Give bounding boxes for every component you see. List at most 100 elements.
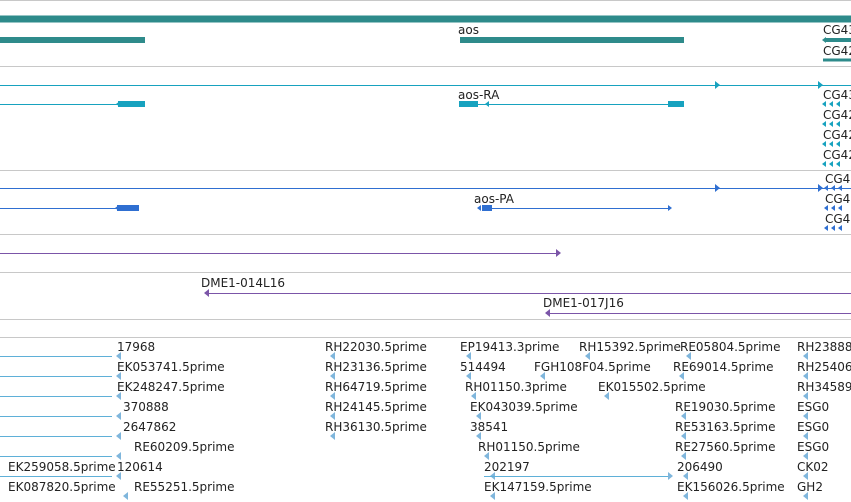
est-arrow[interactable] [476, 412, 481, 420]
est-label: RH01150.5prime [478, 440, 580, 454]
transcript-exon[interactable] [822, 121, 826, 127]
clone-arrow[interactable] [556, 249, 561, 257]
est-arrow[interactable] [466, 352, 471, 360]
est-arrow[interactable] [681, 432, 686, 440]
protein-label: CG4 [825, 192, 851, 206]
est-arrow[interactable] [803, 492, 808, 500]
clone-arrow[interactable] [545, 309, 550, 317]
est-label: EK147159.5prime [484, 480, 592, 494]
transcript-arrow[interactable] [818, 81, 823, 89]
protein-label: aos-PA [474, 192, 514, 206]
gene-span-bar[interactable] [0, 15, 851, 23]
est-arrow[interactable] [803, 392, 808, 400]
est-arrow[interactable] [681, 452, 686, 460]
protein-exon[interactable] [482, 205, 492, 211]
protein-arrow[interactable] [477, 205, 481, 211]
clone-arrow[interactable] [204, 289, 209, 297]
est-arrow[interactable] [803, 452, 808, 460]
est-arrow[interactable] [683, 492, 688, 500]
transcript-exon[interactable] [829, 121, 833, 127]
protein-exon[interactable] [831, 225, 835, 231]
est-arrow[interactable] [116, 472, 121, 480]
gene-label: CG42 [823, 44, 851, 58]
protein-arrow[interactable] [668, 205, 672, 211]
est-arrow[interactable] [116, 392, 121, 400]
gene-feature-bar[interactable] [825, 38, 851, 42]
gene-feature-bar[interactable] [823, 58, 851, 62]
est-arrow[interactable] [681, 412, 686, 420]
transcript-exon[interactable] [668, 101, 684, 107]
est-arrow[interactable] [116, 412, 121, 420]
protein-arrow[interactable] [715, 184, 720, 192]
clone-label: DME1-017J16 [543, 296, 624, 310]
protein-exon[interactable] [831, 205, 835, 211]
transcript-label: CG42 [823, 128, 851, 142]
est-arrow[interactable] [471, 392, 476, 400]
protein-exon[interactable] [838, 225, 842, 231]
est-arrow[interactable] [683, 472, 688, 480]
protein-exon[interactable] [824, 205, 828, 211]
transcript-exon[interactable] [829, 161, 833, 167]
est-arrow[interactable] [466, 372, 471, 380]
est-arrow[interactable] [679, 372, 684, 380]
est-arrow[interactable] [484, 452, 489, 460]
est-arrow[interactable] [803, 372, 808, 380]
est-arrow[interactable] [668, 472, 673, 480]
transcript-exon[interactable] [836, 101, 840, 107]
protein-exon[interactable] [838, 205, 842, 211]
est-arrow[interactable] [803, 412, 808, 420]
transcript-arrow[interactable] [116, 101, 120, 107]
est-arrow[interactable] [585, 352, 590, 360]
transcript-exon[interactable] [836, 161, 840, 167]
transcript-exon[interactable] [836, 141, 840, 147]
est-arrow[interactable] [686, 352, 691, 360]
protein-exon[interactable] [838, 185, 842, 191]
transcript-exon[interactable] [829, 141, 833, 147]
transcript-arrow[interactable] [715, 81, 720, 89]
protein-arrow[interactable] [818, 184, 823, 192]
transcript-exon[interactable] [118, 101, 145, 107]
est-arrow[interactable] [803, 472, 808, 480]
est-arrow[interactable] [803, 352, 808, 360]
gene-feature-bar[interactable] [0, 37, 145, 43]
est-arrow[interactable] [116, 372, 121, 380]
gene-feature-bar[interactable] [460, 37, 684, 43]
est-label: 2647862 [123, 420, 177, 434]
protein-exon[interactable] [117, 205, 139, 211]
est-label: ESG0 [797, 420, 830, 434]
protein-label: CG4 [825, 172, 851, 186]
est-arrow[interactable] [604, 392, 609, 400]
est-label: EK015502.5prime [598, 380, 706, 394]
transcript-exon[interactable] [822, 141, 826, 147]
protein-exon[interactable] [824, 225, 828, 231]
transcript-exon[interactable] [822, 161, 826, 167]
est-arrow[interactable] [490, 492, 495, 500]
est-label: 202197 [484, 460, 530, 474]
est-arrow[interactable] [116, 352, 121, 360]
transcript-exon[interactable] [829, 101, 833, 107]
est-label: RE69014.5prime [673, 360, 774, 374]
transcript-exon[interactable] [459, 101, 478, 107]
est-arrow[interactable] [330, 412, 335, 420]
est-label: RE19030.5prime [675, 400, 776, 414]
est-arrow[interactable] [803, 432, 808, 440]
est-label: EP19413.3prime [460, 340, 560, 354]
gene-direction-arrow[interactable] [822, 37, 826, 43]
est-arrow[interactable] [116, 432, 121, 440]
est-arrow[interactable] [116, 452, 121, 460]
est-arrow[interactable] [330, 352, 335, 360]
est-arrow[interactable] [540, 372, 545, 380]
est-arrow[interactable] [123, 492, 128, 500]
protein-exon[interactable] [824, 185, 828, 191]
transcript-exon[interactable] [822, 101, 826, 107]
protein-label: CG4 [825, 212, 851, 226]
protein-arrow[interactable] [115, 205, 119, 211]
protein-exon[interactable] [831, 185, 835, 191]
est-arrow[interactable] [330, 432, 335, 440]
est-arrow[interactable] [330, 372, 335, 380]
est-arrow[interactable] [330, 392, 335, 400]
est-label: RH64719.5prime [325, 380, 427, 394]
est-arrow[interactable] [476, 432, 481, 440]
transcript-exon[interactable] [836, 121, 840, 127]
